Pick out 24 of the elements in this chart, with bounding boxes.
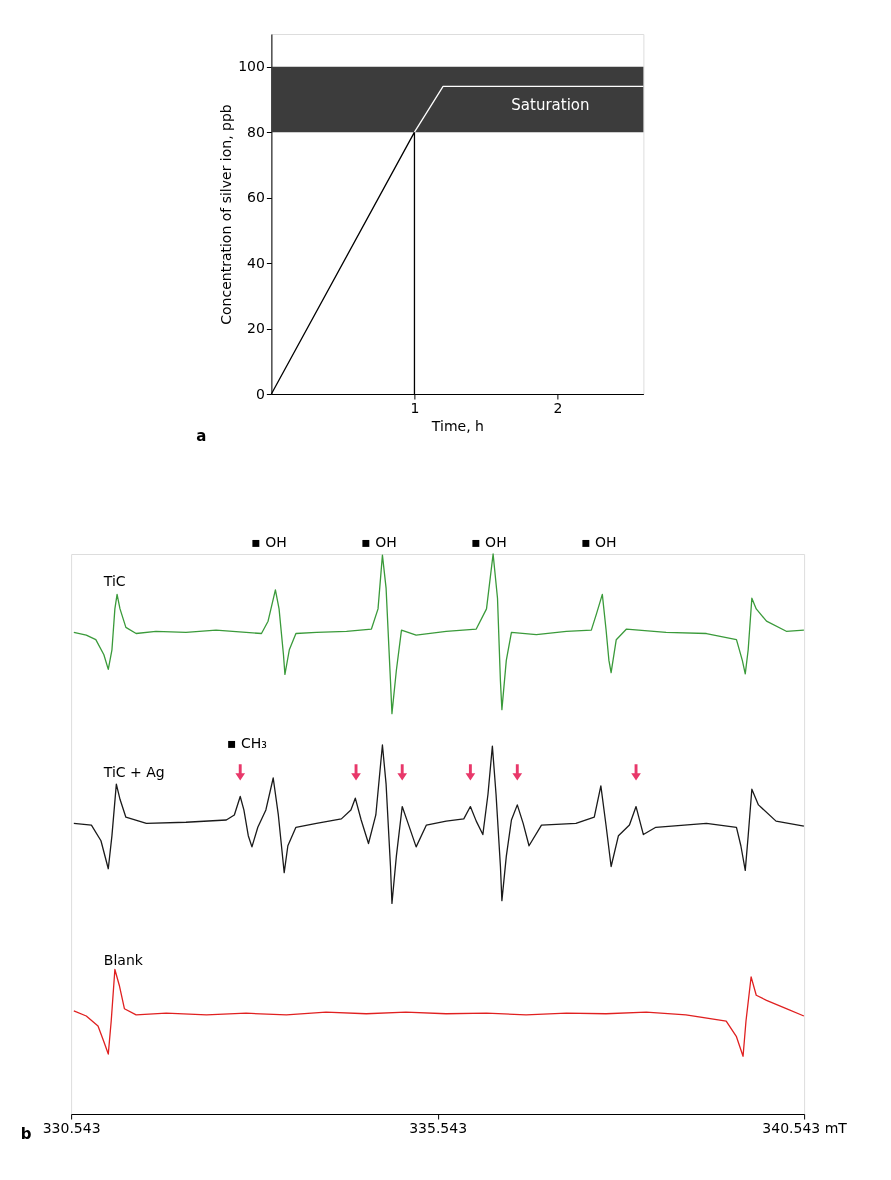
band-label: Saturation (511, 96, 590, 115)
x-tick-label: 1 (410, 399, 420, 416)
text: ▪ OH (251, 533, 287, 550)
y-tick-label: 100 (238, 58, 265, 75)
y-tick-label: 20 (247, 320, 265, 337)
text: b (20, 1125, 32, 1143)
series-label: TiC + Ag (102, 764, 165, 781)
series-label: Blank (103, 951, 144, 968)
series-label: TiC (102, 573, 126, 590)
y-tick-label: 60 (247, 189, 265, 206)
text: ▪ OH (471, 533, 507, 550)
x-tick-label: 330.543 (42, 1119, 101, 1136)
text: ▪ OH (361, 533, 397, 550)
annotation: ▪ CH₃ (227, 735, 267, 752)
y-tick-label: 0 (255, 385, 265, 402)
x-tick-label: 340.543 mT (762, 1119, 848, 1136)
x-tick-label: 335.543 (409, 1119, 468, 1136)
x-tick-label: 2 (553, 399, 563, 416)
text: a (196, 427, 207, 445)
x-axis-title: Time, h (430, 417, 484, 434)
y-axis-title: Concentration of silver ion, ppb (218, 104, 235, 325)
text: ▪ OH (581, 533, 617, 550)
y-tick-label: 80 (247, 123, 265, 140)
y-tick-label: 40 (247, 254, 265, 271)
